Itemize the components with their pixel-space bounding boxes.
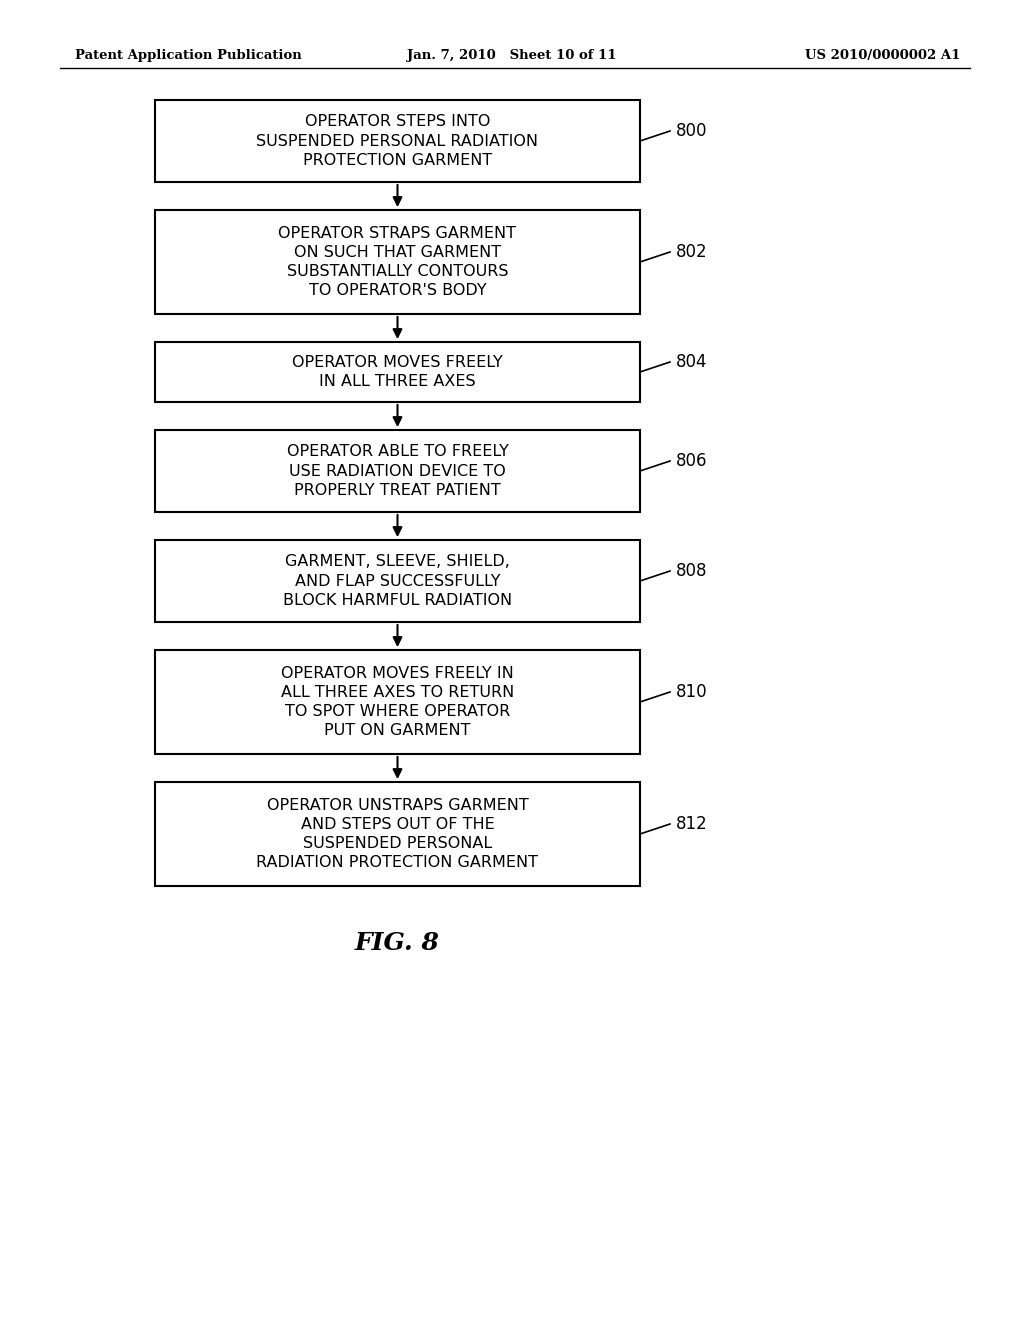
- Text: 806: 806: [676, 451, 708, 470]
- Text: US 2010/0000002 A1: US 2010/0000002 A1: [805, 49, 961, 62]
- Text: OPERATOR STEPS INTO
SUSPENDED PERSONAL RADIATION
PROTECTION GARMENT: OPERATOR STEPS INTO SUSPENDED PERSONAL R…: [256, 115, 539, 168]
- Bar: [155, 100, 640, 182]
- Text: GARMENT, SLEEVE, SHIELD,
AND FLAP SUCCESSFULLY
BLOCK HARMFUL RADIATION: GARMENT, SLEEVE, SHIELD, AND FLAP SUCCES…: [283, 554, 512, 607]
- Text: OPERATOR UNSTRAPS GARMENT
AND STEPS OUT OF THE
SUSPENDED PERSONAL
RADIATION PROT: OPERATOR UNSTRAPS GARMENT AND STEPS OUT …: [256, 797, 539, 870]
- Text: Patent Application Publication: Patent Application Publication: [75, 49, 302, 62]
- Text: OPERATOR MOVES FREELY
IN ALL THREE AXES: OPERATOR MOVES FREELY IN ALL THREE AXES: [292, 355, 503, 389]
- Text: 802: 802: [676, 243, 708, 261]
- Bar: [155, 781, 640, 886]
- Text: 810: 810: [676, 682, 708, 701]
- Bar: [155, 430, 640, 512]
- Bar: [155, 649, 640, 754]
- Text: OPERATOR MOVES FREELY IN
ALL THREE AXES TO RETURN
TO SPOT WHERE OPERATOR
PUT ON : OPERATOR MOVES FREELY IN ALL THREE AXES …: [281, 665, 514, 738]
- Bar: [155, 210, 640, 314]
- Text: Jan. 7, 2010   Sheet 10 of 11: Jan. 7, 2010 Sheet 10 of 11: [408, 49, 616, 62]
- Text: 804: 804: [676, 352, 708, 371]
- Text: OPERATOR ABLE TO FREELY
USE RADIATION DEVICE TO
PROPERLY TREAT PATIENT: OPERATOR ABLE TO FREELY USE RADIATION DE…: [287, 445, 509, 498]
- Bar: [155, 342, 640, 403]
- Text: 800: 800: [676, 121, 708, 140]
- Text: 808: 808: [676, 562, 708, 579]
- Bar: [155, 540, 640, 622]
- Text: FIG. 8: FIG. 8: [355, 931, 440, 954]
- Text: OPERATOR STRAPS GARMENT
ON SUCH THAT GARMENT
SUBSTANTIALLY CONTOURS
TO OPERATOR': OPERATOR STRAPS GARMENT ON SUCH THAT GAR…: [279, 226, 516, 298]
- Text: 812: 812: [676, 814, 708, 833]
